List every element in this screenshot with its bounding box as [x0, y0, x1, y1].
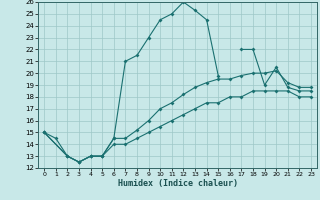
X-axis label: Humidex (Indice chaleur): Humidex (Indice chaleur)	[118, 179, 238, 188]
